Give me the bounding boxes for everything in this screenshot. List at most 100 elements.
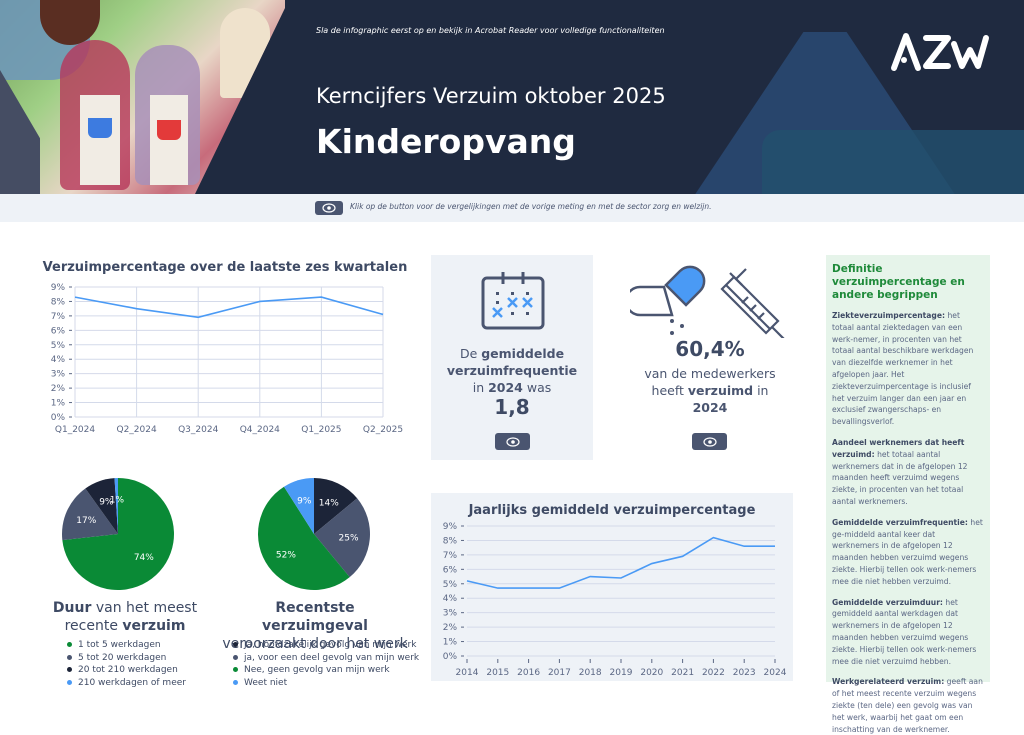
svg-text:2023: 2023 xyxy=(733,668,756,678)
svg-text:Q1_2025: Q1_2025 xyxy=(301,425,341,435)
svg-text:5%: 5% xyxy=(51,341,66,351)
info-bar-text: Klik op de button voor de vergelijkingen… xyxy=(350,202,712,211)
duration-pie-title: Duur van het meest recente verzuim xyxy=(52,600,198,634)
quarterly-line-chart: 0% 1% 2% 3% 4% 5% 6% 7% 8% 9% Q1_2024 Q2_2024 Q3_202… xyxy=(51,283,403,435)
legend-item: ja, voor een deel gevolg van mijn werk xyxy=(233,652,419,665)
legend-item: 1 tot 5 werkdagen xyxy=(67,639,186,652)
svg-text:25%: 25% xyxy=(339,533,359,543)
eye-icon xyxy=(505,436,520,447)
svg-text:4%: 4% xyxy=(443,594,458,604)
page-title: Kinderopvang xyxy=(316,122,576,161)
svg-text:8%: 8% xyxy=(443,536,458,546)
legend-dot-icon xyxy=(233,667,238,672)
absence-value: 60,4% xyxy=(675,337,745,361)
svg-text:17%: 17% xyxy=(76,516,96,526)
acrobat-hint: Sla de infographic eerst op en bekijk in… xyxy=(316,26,665,35)
legend-item: Weet niet xyxy=(233,677,419,690)
svg-text:9%: 9% xyxy=(443,522,458,532)
svg-text:2017: 2017 xyxy=(548,668,571,678)
frequency-text: De gemiddelde verzuimfrequentie in 2024 … xyxy=(446,346,578,395)
svg-text:52%: 52% xyxy=(276,550,296,560)
legend-dot-icon xyxy=(233,654,238,660)
cause-pie-title: Recentste verzuimgeval veroorzaakt door … xyxy=(222,600,408,652)
svg-text:9%: 9% xyxy=(99,497,114,507)
duration-pie-legend: 1 tot 5 werkdagen 5 tot 20 werkdagen 20 to… xyxy=(67,639,186,689)
svg-text:7%: 7% xyxy=(443,551,458,561)
svg-text:1%: 1% xyxy=(51,399,66,409)
svg-text:4%: 4% xyxy=(51,355,66,365)
frequency-compare-button[interactable] xyxy=(495,433,530,450)
frequency-value: 1,8 xyxy=(494,395,530,419)
legend-item: Ja, hoofdzakelijk gevolg van mijn werk xyxy=(233,639,419,652)
svg-text:7%: 7% xyxy=(51,312,66,322)
eye-icon xyxy=(702,436,717,447)
svg-text:2020: 2020 xyxy=(640,668,663,678)
svg-text:2022: 2022 xyxy=(702,668,725,678)
calendar-icon xyxy=(481,272,545,330)
decorative-band xyxy=(762,130,1024,194)
legend-dot-icon xyxy=(233,642,238,647)
absence-compare-button[interactable] xyxy=(692,433,727,450)
compare-button[interactable] xyxy=(315,201,343,215)
svg-text:0%: 0% xyxy=(443,652,458,662)
svg-text:1%: 1% xyxy=(443,638,458,648)
svg-text:Q2_2025: Q2_2025 xyxy=(363,425,403,435)
svg-text:0%: 0% xyxy=(51,413,66,423)
svg-text:2015: 2015 xyxy=(486,668,509,678)
svg-text:8%: 8% xyxy=(51,297,66,307)
yearly-chart-card: Jaarlijks gemiddeld verzuimpercentage 0%… xyxy=(431,493,793,681)
syringe-icon xyxy=(720,268,785,338)
svg-text:Q4_2024: Q4_2024 xyxy=(240,425,280,435)
frequency-card: De gemiddelde verzuimfrequentie in 2024 … xyxy=(431,255,593,460)
svg-text:6%: 6% xyxy=(51,326,66,336)
svg-text:5%: 5% xyxy=(443,580,458,590)
legend-dot-icon xyxy=(67,642,72,647)
page-subtitle: Kerncijfers Verzuim oktober 2025 xyxy=(316,84,666,108)
svg-text:1%: 1% xyxy=(110,495,125,505)
azw-logo xyxy=(891,33,989,71)
cause-pie-legend: Ja, hoofdzakelijk gevolg van mijn werk ja… xyxy=(233,639,419,689)
svg-text:9%: 9% xyxy=(297,497,312,507)
legend-dot-icon xyxy=(67,667,72,672)
svg-text:Q2_2024: Q2_2024 xyxy=(116,425,156,435)
duration-pie-chart: 74% 17%9%1% xyxy=(62,478,174,590)
definition-item: Gemiddelde verzuimduur: het gemiddeld aa… xyxy=(832,597,977,666)
legend-item: 5 tot 20 werkdagen xyxy=(67,652,186,665)
quarterly-chart-title: Verzuimpercentage over de laatste zes kw… xyxy=(42,260,408,275)
header-photo-childcare xyxy=(0,0,285,194)
definitions-title: Definitie verzuimpercentage en andere be… xyxy=(832,263,965,301)
svg-text:2016: 2016 xyxy=(517,668,540,678)
svg-text:2%: 2% xyxy=(443,623,458,633)
svg-text:2018: 2018 xyxy=(579,668,602,678)
definitions-panel: Definitie verzuimpercentage en andere be… xyxy=(826,255,990,734)
svg-text:2%: 2% xyxy=(51,384,66,394)
legend-dot-icon xyxy=(67,679,72,685)
definition-item: Werkgerelateerd verzuim: geeft aan of he… xyxy=(832,677,983,734)
yearly-chart-title: Jaarlijks gemiddeld verzuimpercentage xyxy=(468,503,756,518)
pill-icon xyxy=(630,265,785,338)
svg-text:2019: 2019 xyxy=(610,668,633,678)
yearly-line-chart: 0% 1% 2% 3% 4% 5% 6% 7% 8% 9% 2014 2015 2016 2017 2018… xyxy=(443,522,787,678)
cause-pie-chart: 14% 25% 52% 9% xyxy=(258,478,370,590)
legend-item: 210 werkdagen of meer xyxy=(67,677,186,690)
absence-text: van de medewerkers heeft verzuimd in 202… xyxy=(644,366,776,415)
svg-text:Q1_2024: Q1_2024 xyxy=(55,425,95,435)
legend-item: Nee, geen gevolg van mijn werk xyxy=(233,664,419,677)
legend-dot-icon xyxy=(233,679,238,685)
svg-text:74%: 74% xyxy=(134,553,154,563)
svg-text:14%: 14% xyxy=(319,499,339,509)
definition-item: Ziekteverzuimpercentage: het totaal aant… xyxy=(832,311,974,427)
svg-text:2021: 2021 xyxy=(671,668,694,678)
legend-dot-icon xyxy=(67,654,72,660)
svg-text:3%: 3% xyxy=(51,370,66,380)
definition-item: Aandeel werknemers dat heeft verzuimd: h… xyxy=(832,437,968,506)
legend-item: 20 tot 210 werkdagen xyxy=(67,664,186,677)
svg-text:Q3_2024: Q3_2024 xyxy=(178,425,218,435)
svg-text:2014: 2014 xyxy=(456,668,479,678)
svg-text:2024: 2024 xyxy=(764,668,787,678)
svg-text:6%: 6% xyxy=(443,565,458,575)
absence-card: 60,4% van de medewerkers heeft verzuimd … xyxy=(620,255,800,460)
svg-text:3%: 3% xyxy=(443,609,458,619)
definition-item: Gemiddelde verzuimfrequentie: het ge-mid… xyxy=(832,517,983,586)
info-bar: Klik op de button voor de vergelijkingen… xyxy=(0,194,1024,222)
